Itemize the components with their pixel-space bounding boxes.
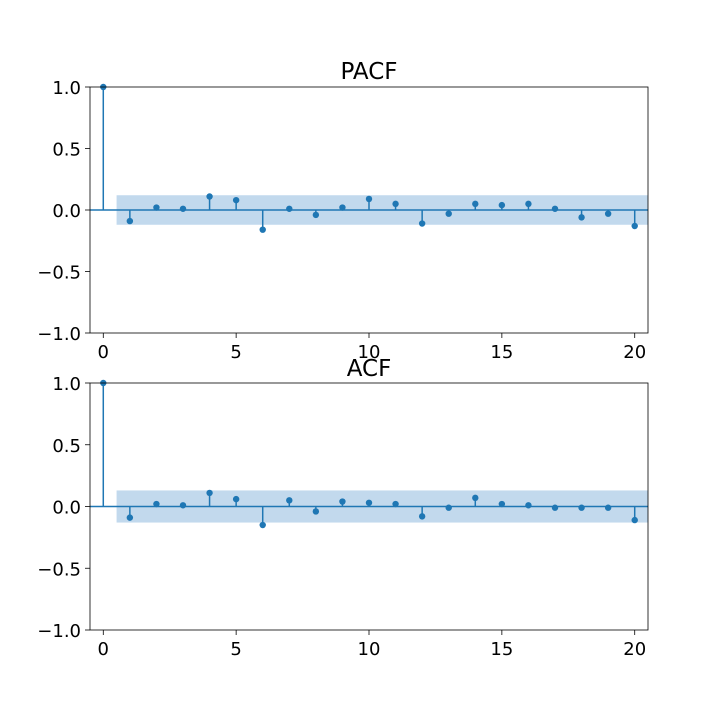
pacf-marker-lag-6 bbox=[259, 226, 266, 233]
pacf-xtick-label: 15 bbox=[490, 342, 513, 363]
acf-marker-lag-20 bbox=[631, 516, 638, 524]
pacf-marker-lag-2 bbox=[153, 204, 160, 211]
acf-marker-lag-17 bbox=[551, 504, 559, 511]
acf-marker-lag-14 bbox=[472, 494, 479, 502]
pacf-xtick-label: 10 bbox=[358, 342, 381, 363]
acf-ytick-label: −1.0 bbox=[37, 621, 81, 642]
pacf-marker-lag-16 bbox=[525, 200, 532, 208]
acf-marker-lag-10 bbox=[365, 499, 373, 506]
acf-marker-lag-11 bbox=[392, 500, 399, 508]
acf-xtick-label: 15 bbox=[490, 639, 513, 660]
pacf-marker-lag-11 bbox=[392, 200, 399, 208]
acf-marker-lag-16 bbox=[525, 502, 532, 509]
acf-marker-lag-18 bbox=[578, 504, 585, 511]
pacf-panel: PACF −1.0 −0.5 0.0 0.5 1.0 0 5 10 15 20 bbox=[37, 59, 649, 363]
acf-marker-lag-8 bbox=[312, 508, 320, 515]
pacf-marker-lag-4 bbox=[206, 193, 213, 200]
pacf-marker-lag-18 bbox=[578, 214, 585, 221]
pacf-marker-lag-19 bbox=[604, 210, 612, 217]
acf-marker-lag-1 bbox=[126, 514, 134, 521]
acf-ytick-label: 0.5 bbox=[52, 436, 81, 457]
pacf-marker-lag-9 bbox=[339, 204, 346, 211]
pacf-xtick-label: 20 bbox=[623, 342, 646, 363]
pacf-ytick-label: 1.0 bbox=[52, 78, 81, 99]
pacf-marker-lag-7 bbox=[286, 205, 293, 212]
acf-marker-lag-3 bbox=[179, 502, 187, 509]
pacf-ytick-label: −0.5 bbox=[37, 263, 81, 284]
acf-ytick-label: −0.5 bbox=[37, 559, 81, 580]
acf-marker-lag-12 bbox=[418, 513, 426, 520]
pacf-marker-lag-17 bbox=[551, 205, 559, 212]
pacf-marker-lag-20 bbox=[631, 222, 638, 230]
acf-marker-lag-6 bbox=[259, 521, 266, 529]
acf-marker-lag-19 bbox=[604, 504, 612, 511]
acf-plot-area: −1.0 −0.5 0.0 0.5 1.0 0 5 10 15 20 bbox=[37, 374, 649, 660]
acf-title: ACF bbox=[347, 356, 392, 382]
pacf-marker-lag-8 bbox=[312, 211, 320, 219]
pacf-marker-lag-1 bbox=[126, 217, 134, 225]
acf-marker-lag-7 bbox=[286, 497, 293, 504]
pacf-ytick-label: 0.5 bbox=[52, 140, 81, 161]
acf-marker-lag-4 bbox=[206, 489, 213, 497]
acf-marker-lag-15 bbox=[498, 500, 506, 508]
acf-xtick-label: 10 bbox=[358, 639, 381, 660]
pacf-marker-lag-13 bbox=[445, 210, 452, 217]
pacf-marker-lag-15 bbox=[498, 201, 506, 209]
pacf-marker-lag-14 bbox=[472, 200, 479, 208]
acf-marker-lag-13 bbox=[445, 504, 452, 511]
pacf-ytick-label: 0.0 bbox=[52, 201, 81, 222]
acf-xtick-label: 5 bbox=[230, 639, 241, 660]
acf-xtick-label: 0 bbox=[98, 639, 109, 660]
pacf-plot-area: −1.0 −0.5 0.0 0.5 1.0 0 5 10 15 20 bbox=[37, 78, 649, 363]
acf-panel: ACF −1.0 −0.5 0.0 0.5 1.0 0 5 10 15 20 bbox=[37, 356, 649, 660]
pacf-marker-lag-12 bbox=[418, 220, 426, 227]
acf-marker-lag-9 bbox=[339, 498, 346, 505]
pacf-marker-lag-5 bbox=[232, 196, 240, 204]
pacf-ytick-label: −1.0 bbox=[37, 324, 81, 345]
pacf-xtick-label: 0 bbox=[98, 342, 109, 363]
acf-xtick-label: 20 bbox=[623, 639, 646, 660]
acf-ytick-label: 1.0 bbox=[52, 374, 81, 395]
pacf-marker-lag-3 bbox=[179, 205, 187, 212]
acf-ytick-label: 0.0 bbox=[52, 498, 81, 519]
pacf-marker-lag-10 bbox=[365, 195, 373, 203]
pacf-xtick-label: 5 bbox=[230, 342, 241, 363]
pacf-title: PACF bbox=[340, 59, 397, 85]
acf-marker-lag-2 bbox=[153, 500, 160, 508]
acf-marker-lag-5 bbox=[232, 495, 240, 503]
